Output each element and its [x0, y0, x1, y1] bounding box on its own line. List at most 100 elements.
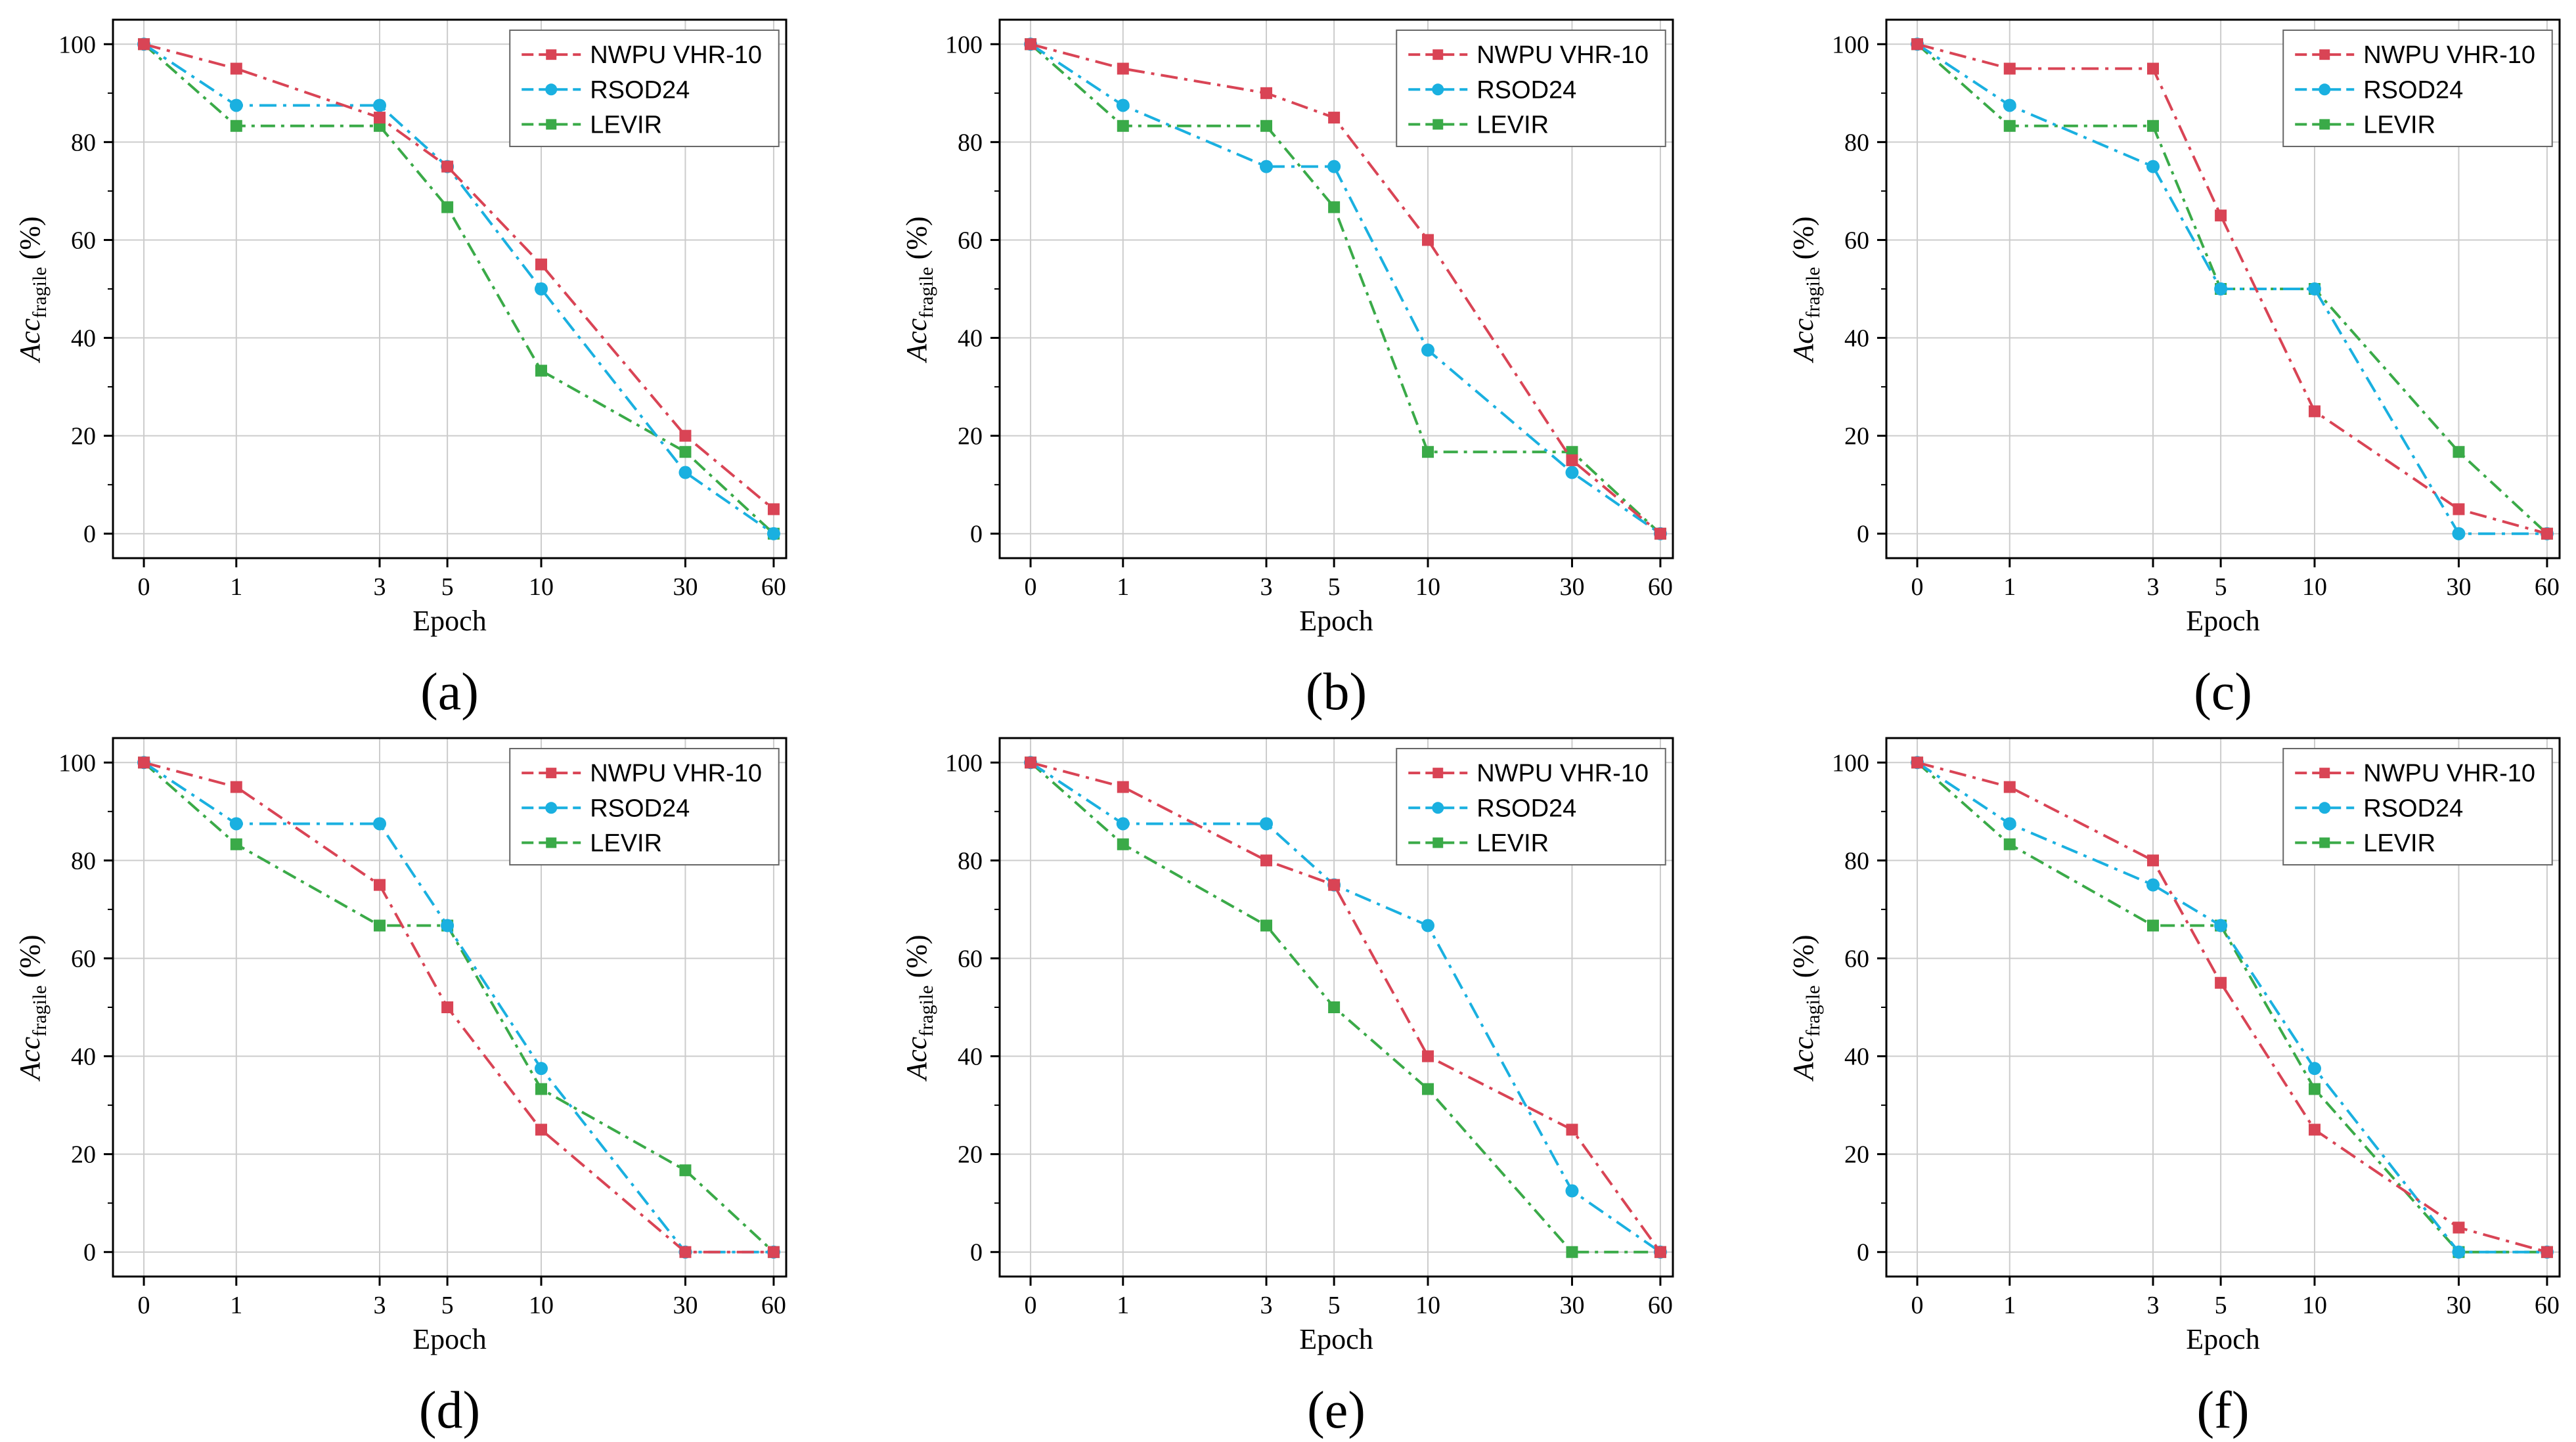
- legend-label-nwpu-vhr-10: NWPU VHR-10: [2363, 760, 2535, 787]
- legend-marker-levir: [1432, 119, 1444, 130]
- data-point-levir: [679, 446, 692, 458]
- y-axis-title-sub: fragile: [1802, 985, 1824, 1036]
- y-axis-title-sub: fragile: [1802, 267, 1824, 318]
- y-tick-label: 60: [71, 227, 96, 254]
- data-point-levir: [2453, 446, 2465, 458]
- data-point-nwpu-vhr-10: [2541, 527, 2553, 540]
- x-tick-label: 0: [1025, 573, 1037, 601]
- y-tick-label: 80: [958, 847, 983, 875]
- y-tick-label: 40: [958, 325, 983, 353]
- y-axis-title-main: Acc: [1787, 1036, 1819, 1082]
- x-axis-title: Epoch: [1299, 605, 1373, 637]
- y-axis-title-unit: (%): [900, 216, 933, 267]
- data-point-nwpu-vhr-10: [2215, 976, 2227, 989]
- x-tick-label: 60: [2535, 573, 2560, 601]
- legend-label-nwpu-vhr-10: NWPU VHR-10: [590, 760, 762, 787]
- y-tick-label: 40: [71, 1043, 96, 1071]
- x-tick-label: 10: [529, 573, 554, 601]
- data-point-rsod24: [2146, 878, 2160, 892]
- x-tick-label: 10: [529, 1292, 554, 1319]
- data-point-rsod24: [535, 282, 548, 295]
- y-axis-title-main: Acc: [14, 1036, 46, 1082]
- data-point-levir: [374, 919, 386, 932]
- data-point-levir: [2309, 1083, 2321, 1095]
- y-tick-label: 0: [1857, 521, 1869, 548]
- y-tick-label: 80: [1844, 847, 1869, 875]
- chart-panel-e: 0 20 40 60 80 100 0 1 3 5 10 30 60 Epoch Accfragile (%…: [900, 737, 1674, 1439]
- data-point-levir: [2147, 919, 2160, 932]
- x-tick-label: 3: [1260, 1292, 1273, 1319]
- data-point-nwpu-vhr-10: [138, 38, 150, 51]
- y-tick-label: 40: [1844, 1043, 1869, 1071]
- data-point-levir: [1328, 1001, 1341, 1013]
- data-point-levir: [441, 201, 454, 213]
- legend-marker-levir: [2319, 119, 2330, 130]
- panel-label: (f): [2197, 1382, 2250, 1439]
- panel-label: (e): [1307, 1382, 1366, 1439]
- data-point-nwpu-vhr-10: [441, 160, 454, 173]
- y-tick-label: 20: [958, 1141, 983, 1169]
- x-axis-title: Epoch: [412, 1323, 486, 1355]
- data-point-rsod24: [1116, 98, 1130, 112]
- data-point-levir: [2003, 120, 2016, 132]
- data-point-nwpu-vhr-10: [2003, 62, 2016, 75]
- data-point-nwpu-vhr-10: [2309, 1124, 2321, 1136]
- y-tick-label: 0: [1857, 1239, 1869, 1267]
- data-point-levir: [1260, 919, 1273, 932]
- x-tick-label: 30: [673, 1292, 698, 1319]
- data-point-nwpu-vhr-10: [1025, 756, 1037, 769]
- data-point-nwpu-vhr-10: [535, 258, 548, 271]
- legend-marker-rsod24: [1432, 802, 1444, 814]
- x-tick-label: 0: [1911, 1292, 1924, 1319]
- panel-label: (b): [1306, 663, 1367, 721]
- data-point-rsod24: [535, 1062, 548, 1076]
- legend-marker-levir: [1432, 837, 1444, 848]
- x-tick-label: 0: [138, 1292, 150, 1319]
- data-point-rsod24: [1116, 817, 1130, 831]
- data-point-nwpu-vhr-10: [2147, 854, 2160, 867]
- legend-label-levir: LEVIR: [590, 829, 662, 857]
- y-axis-title: Accfragile (%): [1787, 934, 1824, 1082]
- y-tick-label: 80: [71, 129, 96, 156]
- data-point-nwpu-vhr-10: [1566, 454, 1578, 466]
- y-axis-title-main: Acc: [900, 1036, 933, 1082]
- data-point-nwpu-vhr-10: [2147, 62, 2160, 75]
- x-axis-title: Epoch: [2186, 1323, 2259, 1355]
- y-tick-label: 20: [958, 423, 983, 450]
- data-point-nwpu-vhr-10: [1566, 1124, 1578, 1136]
- data-point-nwpu-vhr-10: [374, 112, 386, 124]
- panel-label: (a): [420, 663, 479, 721]
- x-tick-label: 3: [374, 573, 386, 601]
- data-point-rsod24: [2452, 1245, 2466, 1259]
- y-tick-label: 60: [71, 945, 96, 972]
- x-axis-title: Epoch: [412, 605, 486, 637]
- x-tick-label: 60: [761, 573, 786, 601]
- y-axis-title-unit: (%): [1787, 216, 1819, 267]
- legend-label-rsod24: RSOD24: [1477, 795, 1576, 822]
- x-tick-label: 5: [1328, 573, 1341, 601]
- data-point-rsod24: [373, 98, 387, 112]
- legend-label-rsod24: RSOD24: [1477, 76, 1576, 104]
- x-axis-title: Epoch: [1299, 1323, 1373, 1355]
- data-point-rsod24: [373, 817, 387, 831]
- data-point-rsod24: [2214, 282, 2228, 295]
- data-point-nwpu-vhr-10: [230, 781, 242, 793]
- chart-panel-d: 0 20 40 60 80 100 0 1 3 5 10 30 60 Epoch Accfragile (%…: [14, 737, 788, 1439]
- y-tick-label: 100: [58, 749, 96, 777]
- data-point-nwpu-vhr-10: [1025, 38, 1037, 51]
- x-tick-label: 30: [673, 573, 698, 601]
- data-point-nwpu-vhr-10: [2453, 503, 2465, 515]
- legend-marker-levir: [546, 119, 557, 130]
- data-point-levir: [1566, 1246, 1578, 1258]
- y-tick-label: 0: [83, 521, 96, 548]
- x-tick-label: 10: [1415, 573, 1440, 601]
- data-point-rsod24: [1260, 817, 1274, 831]
- x-tick-label: 1: [230, 573, 242, 601]
- data-point-nwpu-vhr-10: [535, 1124, 548, 1136]
- data-point-levir: [1260, 120, 1273, 132]
- x-tick-label: 10: [2302, 1292, 2327, 1319]
- y-tick-label: 40: [71, 325, 96, 353]
- x-tick-label: 30: [2446, 573, 2471, 601]
- data-point-levir: [535, 1083, 548, 1095]
- legend-label-levir: LEVIR: [1477, 111, 1549, 139]
